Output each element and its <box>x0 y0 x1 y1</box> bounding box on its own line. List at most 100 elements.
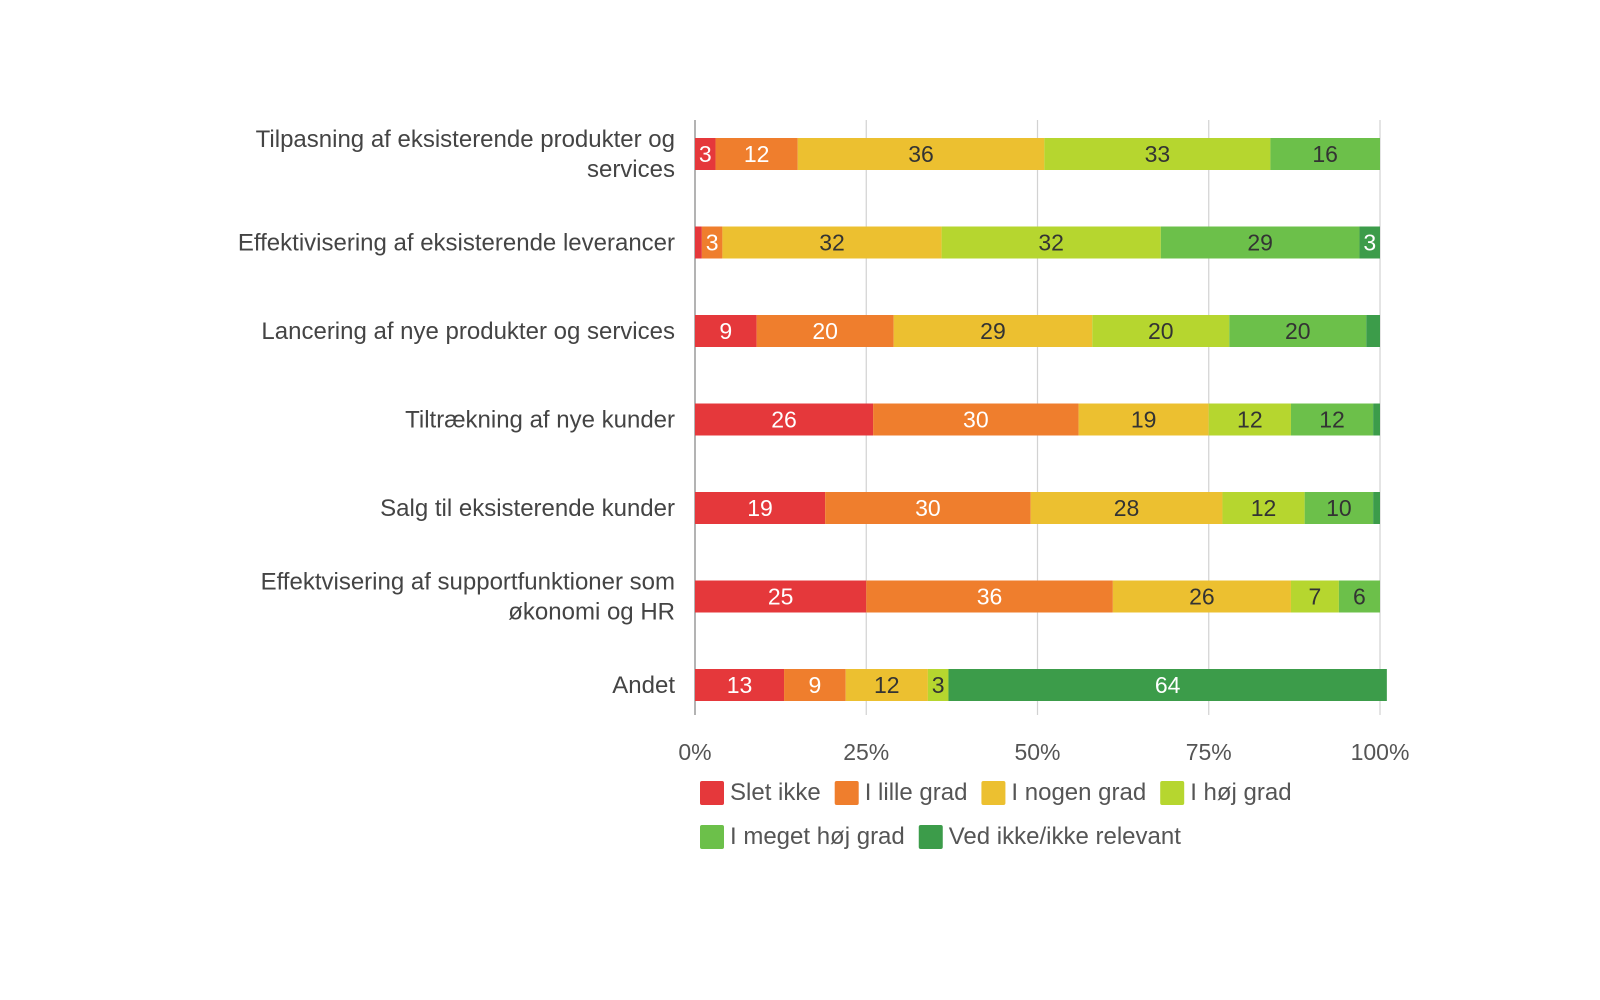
bar-segment <box>695 580 867 613</box>
legend-label: Ved ikke/ikke relevant <box>949 823 1181 850</box>
legend-swatch <box>700 825 724 849</box>
data-label: 3 <box>1363 230 1376 256</box>
legend-label: Slet ikke <box>730 779 821 806</box>
data-label: 12 <box>744 141 770 167</box>
data-label: 36 <box>977 584 1003 610</box>
data-label: 26 <box>1189 584 1215 610</box>
data-label: 30 <box>963 407 989 433</box>
data-label: 12 <box>874 672 900 698</box>
bar-segment <box>1304 492 1374 524</box>
bar-segment <box>1373 403 1380 436</box>
category-label: Salg til eksisterende kunder <box>380 495 675 522</box>
category-labels: Tilpasning af eksisterende produkter og s… <box>238 126 675 699</box>
bar-segment <box>941 226 1161 259</box>
bar-segment <box>948 669 1387 701</box>
category-label: Andet <box>612 672 675 699</box>
data-label: 36 <box>908 141 934 167</box>
legend-label: I meget høj grad <box>730 823 905 850</box>
x-axis-ticks: 0% 25% 50% 75% 100% <box>678 739 1409 765</box>
legend-item: I nogen grad <box>981 779 1146 806</box>
bar-row: 3 12 36 33 16 <box>695 138 1380 170</box>
bar-segment <box>695 669 785 701</box>
bar-row: 26 30 19 12 12 <box>695 403 1380 436</box>
bar-segment <box>695 403 874 436</box>
legend-item: I høj grad <box>1160 779 1292 806</box>
data-label: 33 <box>1145 141 1171 167</box>
bar-segment <box>1044 138 1271 170</box>
bar-segment <box>756 315 894 347</box>
category-label: Effektivisering af eksisterende leveranc… <box>238 230 675 257</box>
bar-segment <box>695 226 702 259</box>
bar-segment <box>1366 315 1380 347</box>
legend-item: Ved ikke/ikke relevant <box>918 823 1181 850</box>
bar-segment <box>1338 580 1380 613</box>
category-label: Effektvisering af supportfunktioner som <box>261 569 675 596</box>
bar-segment <box>1290 403 1374 436</box>
data-label: 28 <box>1114 495 1140 521</box>
data-label: 30 <box>915 495 941 521</box>
data-label: 9 <box>719 318 732 344</box>
bar-row: 13 9 12 3 64 <box>695 669 1387 701</box>
bar-segment <box>784 669 846 701</box>
data-label: 32 <box>1038 230 1064 256</box>
data-label: 29 <box>980 318 1006 344</box>
bar-row: 3 32 32 29 3 <box>695 226 1380 259</box>
category-label: services <box>587 156 675 183</box>
data-label: 19 <box>747 495 773 521</box>
bar-segment <box>701 226 723 259</box>
bar-segment <box>873 403 1079 436</box>
data-label: 12 <box>1319 407 1345 433</box>
bar-segment <box>1222 492 1305 524</box>
bar-segment <box>866 580 1113 613</box>
bar-segment <box>1160 226 1360 259</box>
bar-segment <box>1229 315 1367 347</box>
x-tick-label: 75% <box>1186 739 1232 765</box>
bar-segment <box>893 315 1093 347</box>
data-label: 7 <box>1309 584 1322 610</box>
legend-swatch <box>981 781 1006 805</box>
bar-segment <box>695 138 716 170</box>
category-label: Lancering af nye produkter og services <box>261 318 675 345</box>
bar-segment <box>695 315 757 347</box>
bar-segment <box>1092 315 1230 347</box>
bar-segment <box>722 226 942 259</box>
legend-swatch <box>834 781 859 805</box>
x-tick-label: 25% <box>843 739 889 765</box>
data-label: 25 <box>768 584 794 610</box>
data-label: 20 <box>1148 318 1174 344</box>
data-label: 13 <box>727 672 753 698</box>
legend-label: I lille grad <box>865 779 968 806</box>
bar-row: 25 36 26 7 6 <box>695 580 1380 613</box>
data-label: 29 <box>1247 230 1273 256</box>
legend: Slet ikke I lille grad I nogen grad I høj g… <box>700 779 1292 850</box>
data-label: 3 <box>706 230 719 256</box>
data-label: 19 <box>1131 407 1157 433</box>
category-label: Tiltrækning af nye kunder <box>405 407 675 434</box>
bar-segment <box>1359 226 1380 259</box>
bar-segment <box>1373 492 1380 524</box>
legend-swatch <box>918 825 943 849</box>
bar-segment <box>1030 492 1223 524</box>
data-label: 9 <box>808 672 821 698</box>
data-label: 32 <box>819 230 845 256</box>
bar-segment <box>1270 138 1380 170</box>
bar-segment <box>797 138 1045 170</box>
data-label: 3 <box>699 141 712 167</box>
legend-item: I lille grad <box>834 779 968 806</box>
bar-row: 19 30 28 12 10 <box>695 492 1380 524</box>
bar-segment <box>825 492 1031 524</box>
x-tick-label: 100% <box>1351 739 1410 765</box>
bar-segment <box>1078 403 1209 436</box>
category-label: Tilpasning af eksisterende produkter og <box>256 126 675 153</box>
data-label: 12 <box>1251 495 1277 521</box>
data-label: 26 <box>771 407 797 433</box>
legend-item: I meget høj grad <box>700 823 905 850</box>
legend-label: I høj grad <box>1190 779 1291 806</box>
bar-segment <box>1290 580 1339 613</box>
bar-segment <box>927 669 949 701</box>
category-label: økonomi og HR <box>508 599 675 626</box>
bar-segment <box>845 669 928 701</box>
